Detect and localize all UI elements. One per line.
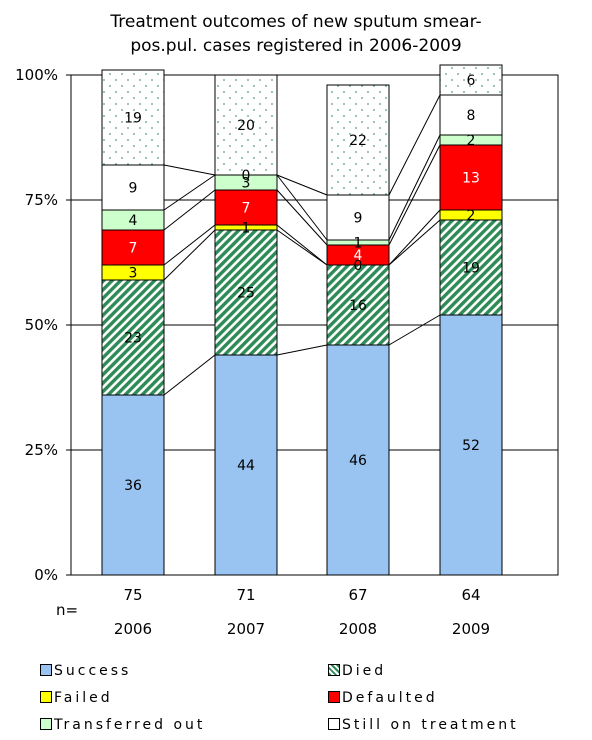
data-label: 1 [354, 236, 363, 252]
bar-segment [326, 194, 390, 241]
bar-segment [101, 69, 165, 166]
bar-segment [439, 94, 503, 136]
legend-item-failed: Failed [40, 689, 113, 707]
data-label: 36 [124, 478, 142, 494]
series-connector-line [388, 144, 441, 246]
series-connector-line [163, 224, 216, 266]
series-connector-line [388, 94, 441, 196]
data-label: 9 [354, 211, 363, 227]
data-label: 22 [349, 133, 367, 149]
n-value-label: 71 [236, 586, 256, 604]
x-category-label: 2008 [338, 620, 378, 638]
data-label: 8 [467, 108, 476, 124]
legend-label: Defaulted [342, 690, 438, 706]
legend-label: Success [54, 663, 132, 679]
series-connector-line [388, 134, 441, 241]
bar-segment [214, 229, 278, 356]
series-connector-line [276, 229, 328, 266]
bar-segment [326, 344, 390, 576]
data-label: 13 [462, 171, 480, 187]
bar-segment [101, 229, 165, 266]
data-label: 7 [129, 241, 138, 257]
series-connector-line [388, 209, 441, 266]
y-tick-label: 50% [24, 316, 58, 334]
data-label: 3 [129, 266, 138, 282]
data-label: 20 [237, 118, 255, 134]
bar-segment [326, 84, 390, 196]
data-label: 2 [467, 133, 476, 149]
bar-segment [326, 264, 390, 346]
legend-label: Transferred out [54, 717, 206, 733]
data-label: 19 [462, 261, 480, 277]
series-connector-line [388, 314, 441, 346]
legend-item-died: Died [328, 662, 386, 680]
bar-segment [214, 354, 278, 576]
data-label: 6 [467, 73, 476, 89]
n-value-label: 75 [123, 586, 143, 604]
n-prefix-label: n= [56, 601, 79, 619]
legend-item-still-on-treatment: Still on treatment [328, 716, 519, 734]
y-tick-label: 100% [15, 66, 58, 84]
data-label: 52 [462, 438, 480, 454]
series-connector-line [276, 224, 328, 266]
series-connector-line [163, 354, 216, 396]
series-connector-line [163, 164, 216, 176]
data-label: 0 [242, 168, 251, 184]
n-value-label: 64 [461, 586, 481, 604]
legend-swatch [40, 664, 52, 676]
n-value-label: 67 [348, 586, 368, 604]
bar-segment [214, 74, 278, 176]
y-tick-label: 75% [24, 191, 58, 209]
legend-swatch [328, 718, 340, 730]
bar-segment [101, 279, 165, 396]
series-connector-line [388, 219, 441, 266]
chart-title-line-2: pos.pul. cases registered in 2006-2009 [130, 36, 462, 56]
bar-segment [439, 64, 503, 96]
data-label: 46 [349, 453, 367, 469]
data-label: 4 [129, 213, 138, 229]
legend-swatch [328, 691, 340, 703]
legend-item-transferred-out: Transferred out [40, 716, 205, 734]
bar-segment [439, 144, 503, 211]
bar-segment [101, 394, 165, 576]
series-connector-line [163, 174, 216, 211]
data-label: 1 [242, 221, 251, 237]
legend-item-success: Success [40, 662, 131, 680]
legend-label: Failed [54, 690, 113, 706]
x-category-label: 2009 [451, 620, 491, 638]
bar-segment [101, 164, 165, 211]
series-connector-line [276, 174, 328, 241]
bar-segment [439, 314, 503, 576]
chart-title-line-1: Treatment outcomes of new sputum smear- [110, 12, 482, 32]
legend-label: Still on treatment [342, 717, 519, 733]
x-category-label: 2007 [226, 620, 266, 638]
legend-swatch [40, 718, 52, 730]
series-connector-line [163, 189, 216, 231]
legend-item-defaulted: Defaulted [328, 689, 438, 707]
bar-segment [439, 219, 503, 316]
series-connector-line [276, 344, 328, 356]
legend-label: Died [342, 663, 387, 679]
data-label: 19 [124, 111, 142, 127]
data-label: 23 [124, 331, 142, 347]
data-label: 2 [467, 208, 476, 224]
series-connector-line [276, 189, 328, 246]
data-label: 7 [242, 201, 251, 217]
data-label: 0 [354, 258, 363, 274]
x-category-label: 2006 [113, 620, 153, 638]
series-connector-line [276, 174, 328, 196]
y-tick-label: 0% [34, 566, 58, 584]
data-label: 3 [242, 176, 251, 192]
legend-swatch [40, 691, 52, 703]
data-label: 4 [354, 248, 363, 264]
data-label: 16 [349, 298, 367, 314]
data-label: 25 [237, 286, 255, 302]
data-label: 9 [129, 181, 138, 197]
legend-swatch [328, 664, 340, 676]
data-label: 44 [237, 458, 255, 474]
series-connector-line [163, 229, 216, 281]
y-tick-label: 25% [24, 441, 58, 459]
